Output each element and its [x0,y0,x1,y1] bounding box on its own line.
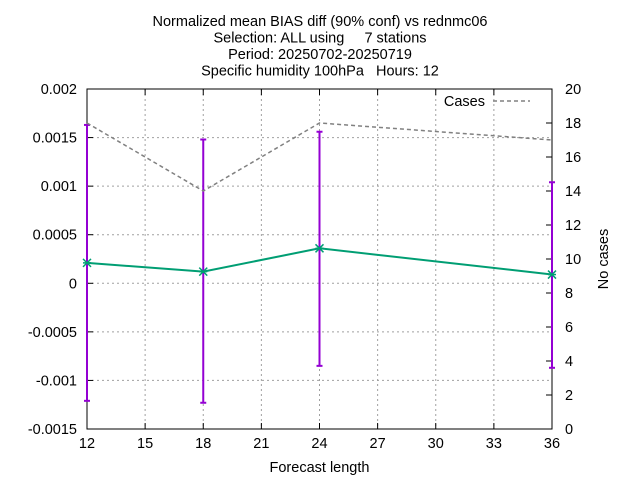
data-point [314,243,325,253]
x-tick-label: 27 [370,436,386,452]
x-tick-label: 30 [428,436,444,452]
data-point [82,258,92,268]
y-tick-label: -0.001 [36,373,77,389]
legend: Cases [444,94,530,110]
y-axis-left: -0.0015 -0.001 -0.0005 0 0.0005 0.001 0.0015 0.… [28,82,93,438]
y2-tick-label: 18 [565,116,581,132]
x-tick-label: 24 [311,436,327,452]
bias-line [86,247,553,276]
y2-tick-label: 10 [565,252,581,268]
title-line: Period: 20250702-20250719 [228,47,412,63]
y2-tick-label: 20 [565,82,581,98]
y-tick-label: 0.001 [41,179,77,195]
y-tick-label: -0.0015 [28,422,77,438]
y-axis-right: 0 2 4 6 8 10 12 14 16 18 20 [546,82,581,438]
x-tick-label: 12 [79,436,95,452]
x-tick-label: 18 [195,436,211,452]
y-tick-label: 0.002 [41,82,77,98]
y2-tick-label: 16 [565,150,581,166]
series [82,122,557,404]
y2-tick-label: 12 [565,218,581,234]
y2-tick-label: 2 [565,388,573,404]
chart-title: Normalized mean BIAS diff (90% conf) vs … [153,14,488,80]
y2-axis-label: No cases [596,229,612,289]
y2-tick-label: 14 [565,184,581,200]
y2-tick-label: 4 [565,354,573,370]
x-tick-label: 21 [253,436,269,452]
y-tick-label: 0 [69,276,77,292]
x-axis: 12 15 18 21 24 27 30 33 36 [79,89,560,452]
y-tick-label: -0.0005 [28,325,77,341]
legend-label: Cases [444,94,485,110]
cases-line [86,122,553,192]
data-point [547,270,557,280]
title-line: Specific humidity 100hPa Hours: 12 [201,64,439,80]
title-line: Normalized mean BIAS diff (90% conf) vs … [153,14,488,30]
y-tick-label: 0.0015 [33,131,77,147]
y2-tick-label: 8 [565,286,573,302]
x-tick-label: 33 [486,436,502,452]
y-tick-label: 0.0005 [33,228,77,244]
x-axis-label: Forecast length [270,460,370,476]
data-point [198,267,208,277]
x-tick-label: 36 [544,436,560,452]
x-tick-label: 15 [137,436,153,452]
y2-tick-label: 6 [565,320,573,336]
title-line: Selection: ALL using 7 stations [213,31,426,47]
y2-tick-label: 0 [565,422,573,438]
